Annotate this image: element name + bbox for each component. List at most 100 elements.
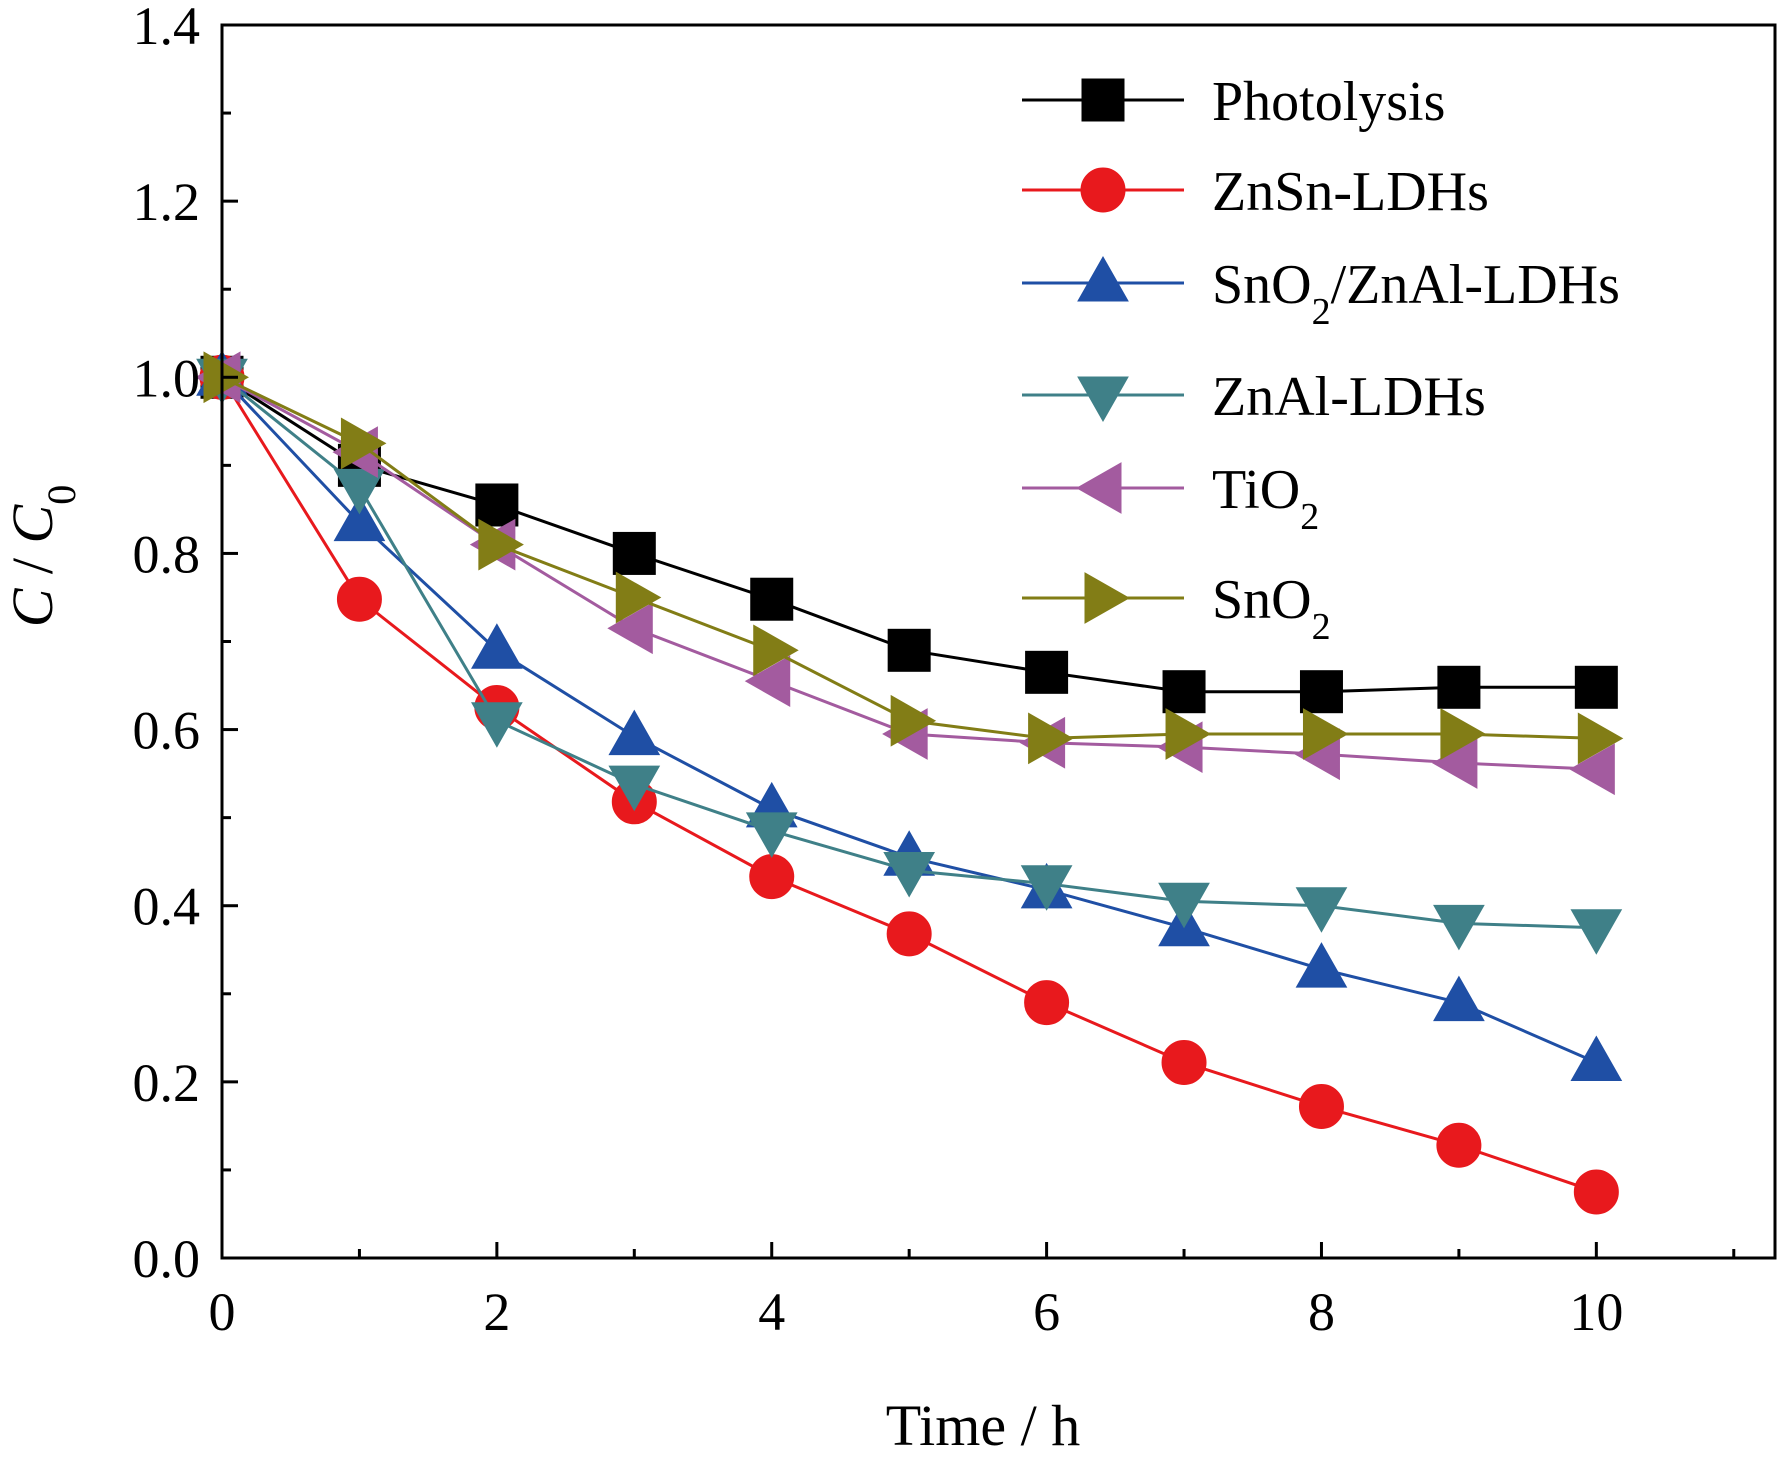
data-point (883, 851, 936, 898)
legend-label: SnO2 (1212, 569, 1331, 648)
legend-label-sub: 2 (1312, 606, 1331, 648)
y-axis-title-sub-main: C (0, 503, 65, 543)
data-point (1570, 909, 1623, 955)
y-tick-label: 1.2 (133, 172, 201, 232)
legend-item: SnO2 (1022, 569, 1331, 648)
x-axis-title: Time / h (886, 1393, 1080, 1458)
data-point (1165, 708, 1212, 760)
data-point (1577, 712, 1624, 765)
data-point (1433, 975, 1485, 1022)
data-point (887, 628, 931, 672)
data-point (478, 518, 524, 571)
data-point (1295, 942, 1348, 988)
data-point (1574, 665, 1618, 709)
legend-label: ZnSn-LDHs (1212, 161, 1489, 223)
series-layer (194, 350, 1624, 1215)
y-tick-label: 0.8 (133, 524, 201, 584)
legend-item: ZnAl-LDHs (1022, 366, 1486, 428)
x-tick-label: 8 (1308, 1282, 1335, 1342)
legend-label-sub: 2 (1300, 496, 1319, 538)
data-point (744, 655, 791, 707)
data-point (745, 812, 798, 858)
y-tick-label: 0.6 (133, 701, 201, 761)
legend-marker (1084, 572, 1131, 624)
series-znal-ldhs (196, 358, 1623, 955)
legend-marker (1081, 78, 1125, 122)
x-tick-label: 0 (209, 1282, 236, 1342)
data-point (612, 531, 656, 575)
legend-label-main: Photolysis (1212, 71, 1445, 133)
data-point (608, 709, 661, 756)
data-point (333, 495, 386, 542)
y-tick-label: 1.0 (133, 348, 201, 408)
y-axis-title-main: C (0, 587, 65, 627)
data-point (750, 577, 794, 621)
data-point (1024, 980, 1070, 1026)
legend-label-main: ZnAl-LDHs (1212, 366, 1486, 428)
data-point (340, 417, 387, 470)
data-point (1569, 743, 1615, 796)
y-axis-title-sep: / (0, 543, 65, 588)
legend-label-main: TiO (1212, 459, 1300, 521)
y-tick-label: 0.4 (133, 877, 201, 937)
axes-layer: 0 2 4 6 8 10 0.0 0.2 0.4 0.6 0.8 1.0 1.2 1.4 (133, 0, 1777, 1342)
data-point (607, 602, 653, 655)
legend-item: ZnSn-LDHs (1022, 161, 1489, 223)
data-point (471, 702, 523, 748)
legend-item: SnO2/ZnAl-LDHs (1022, 254, 1620, 333)
x-tick-label: 4 (758, 1282, 785, 1342)
legend-marker (1080, 167, 1126, 213)
y-tick-label: 1.4 (133, 0, 201, 56)
legend-label-main: SnO (1212, 254, 1312, 316)
data-point (886, 911, 932, 957)
legend-label-tail: /ZnAl-LDHs (1331, 254, 1620, 316)
series-line (221, 375, 1597, 740)
y-tick-label: 0.0 (133, 1229, 201, 1289)
data-point (336, 576, 382, 622)
legend-label-sub: 2 (1312, 291, 1331, 333)
legend-marker (1077, 255, 1129, 302)
series-photolysis (200, 355, 1618, 714)
data-point (615, 571, 662, 624)
x-tick-label: 10 (1569, 1282, 1623, 1342)
legend-item: Photolysis (1022, 71, 1445, 133)
data-point (1298, 1084, 1344, 1130)
x-tick-label: 6 (1033, 1282, 1060, 1342)
data-point (1025, 650, 1069, 694)
data-point (1162, 670, 1206, 714)
plot-frame (220, 23, 1777, 1260)
y-axis-title: C / C0 (0, 485, 84, 628)
x-tick-label: 2 (483, 1282, 510, 1342)
legend-item: TiO2 (1022, 459, 1319, 538)
data-point (1028, 712, 1074, 765)
data-point (333, 468, 386, 515)
data-point (753, 624, 799, 677)
legend-marker (1077, 376, 1129, 423)
legend-label-main: SnO (1212, 569, 1312, 631)
legend-label: Photolysis (1212, 71, 1445, 133)
y-axis-title-sub: 0 (39, 485, 84, 505)
legend: PhotolysisZnSn-LDHsSnO2/ZnAl-LDHsZnAl-LD… (1022, 71, 1620, 648)
data-point (890, 694, 937, 747)
data-point (1299, 670, 1343, 714)
data-point (1437, 665, 1481, 709)
legend-label: SnO2/ZnAl-LDHs (1212, 254, 1620, 333)
data-point (1158, 882, 1210, 929)
data-point (471, 623, 523, 669)
data-point (1573, 1169, 1619, 1215)
data-point (749, 854, 795, 900)
data-point (1295, 887, 1348, 933)
legend-label: TiO2 (1212, 459, 1319, 538)
data-point (1570, 1035, 1623, 1081)
legend-marker (1075, 462, 1122, 514)
data-point (1161, 1039, 1207, 1085)
data-point (608, 765, 661, 812)
y-tick-label: 0.2 (133, 1053, 201, 1113)
legend-label: ZnAl-LDHs (1212, 366, 1486, 428)
data-point (1440, 708, 1486, 760)
data-point (1436, 1122, 1482, 1168)
data-point (1302, 708, 1349, 760)
series-sno2 (203, 351, 1624, 765)
data-point (1020, 865, 1073, 911)
